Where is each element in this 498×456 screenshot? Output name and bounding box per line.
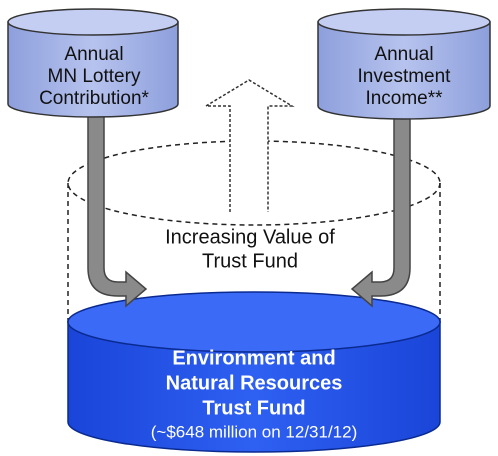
growth-arrow xyxy=(203,79,295,212)
fund-label: Trust Fund xyxy=(202,397,305,419)
lottery-label: MN Lottery xyxy=(48,66,141,87)
investment-label: Income** xyxy=(365,88,443,109)
investment-label: Investment xyxy=(358,66,452,87)
growth-label: Trust Fund xyxy=(202,250,298,272)
trust-fund-cylinder xyxy=(67,291,441,453)
growth-label: Increasing Value of xyxy=(165,226,335,248)
fund-label: Environment and xyxy=(172,347,335,369)
fund-note: (~$648 million on 12/31/12) xyxy=(151,422,358,441)
flow-arrows xyxy=(87,107,411,308)
fund-label: Natural Resources xyxy=(166,372,343,394)
dashed-cylinder xyxy=(67,140,441,325)
lottery-cylinder xyxy=(7,8,179,118)
investment-label: Annual xyxy=(374,44,433,65)
investment-cylinder xyxy=(317,8,491,120)
lottery-label: Contribution* xyxy=(39,88,149,109)
lottery-label: Annual xyxy=(64,44,123,65)
